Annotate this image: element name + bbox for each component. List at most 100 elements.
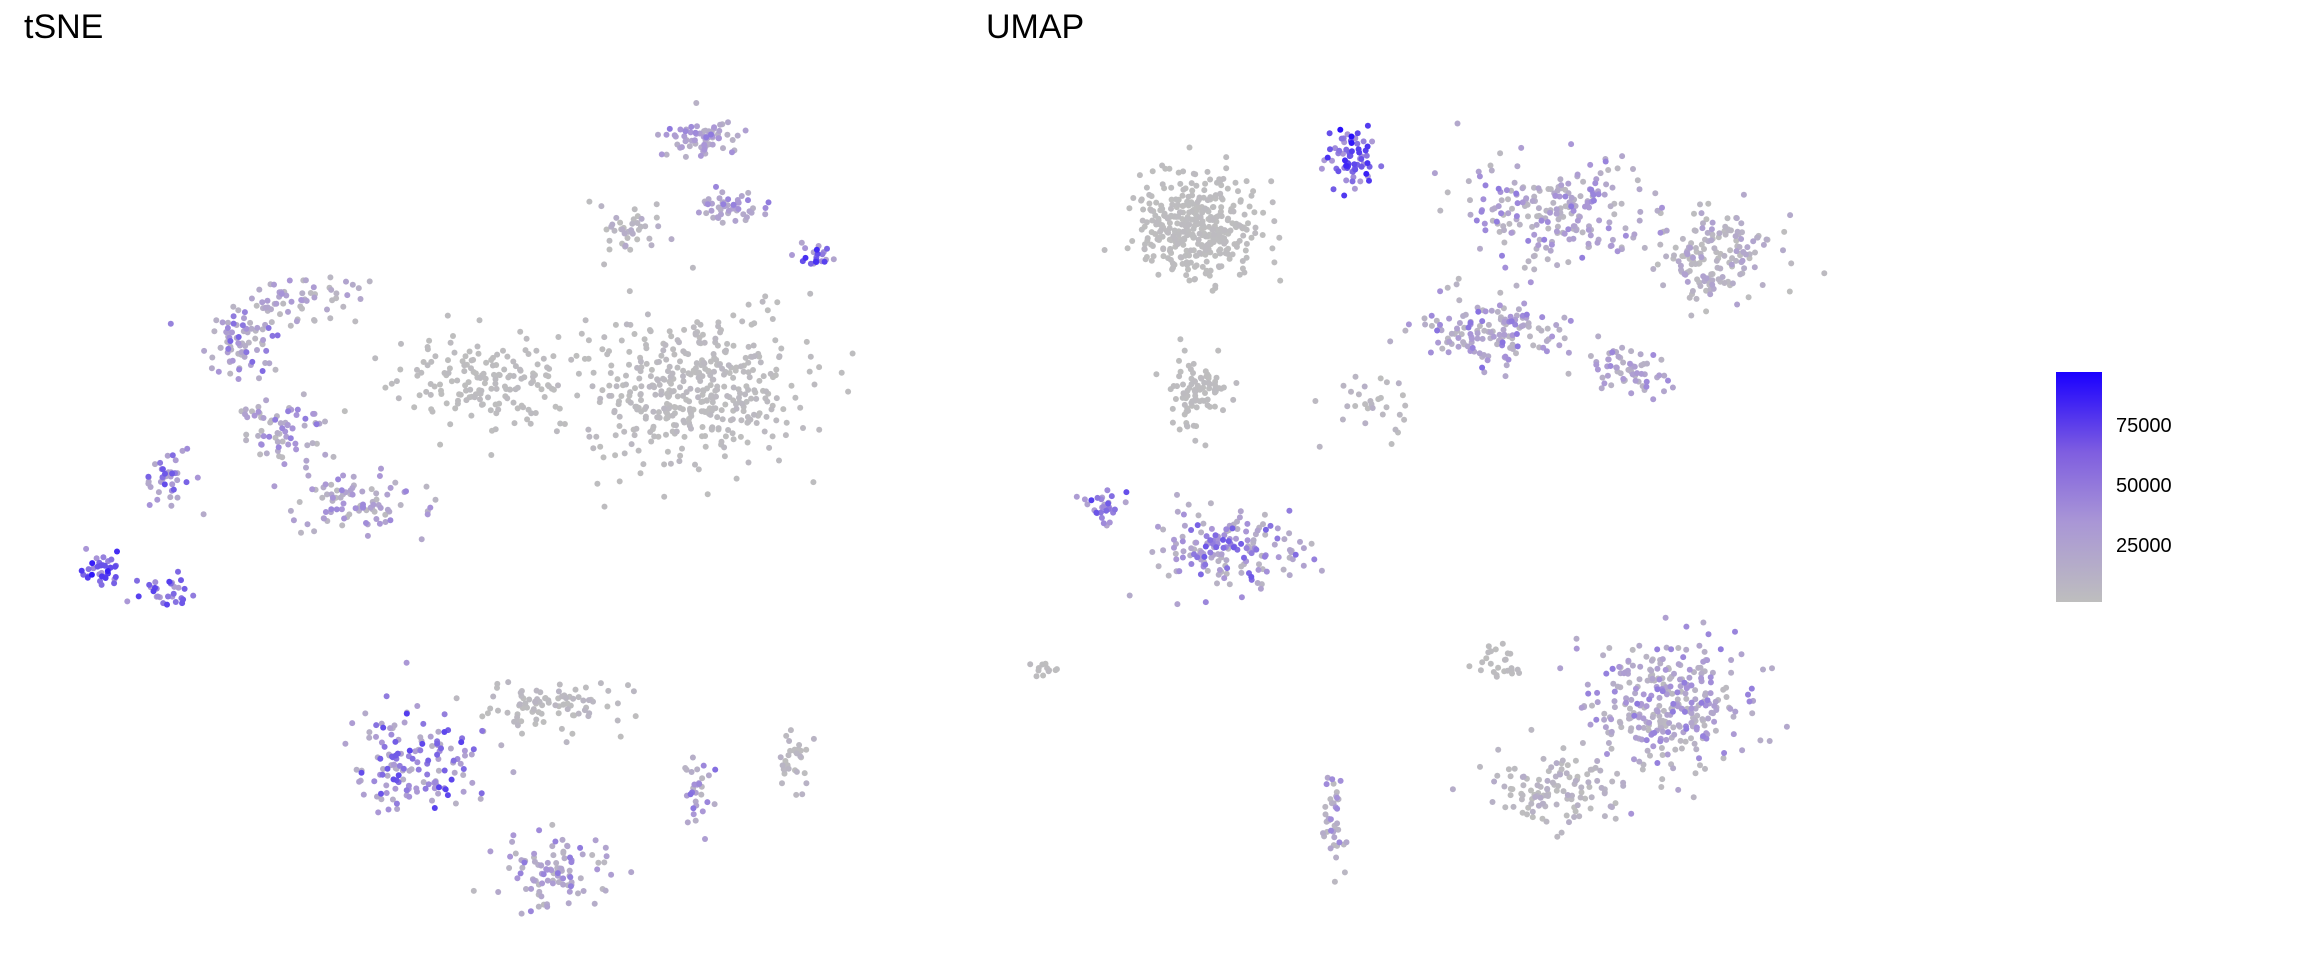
data-point bbox=[1248, 573, 1255, 580]
data-point bbox=[642, 415, 649, 422]
data-point bbox=[1211, 381, 1218, 388]
data-point bbox=[1402, 327, 1409, 334]
data-point bbox=[1721, 750, 1728, 756]
data-point bbox=[355, 285, 362, 292]
data-point bbox=[311, 317, 318, 324]
data-point bbox=[258, 427, 265, 434]
data-point bbox=[742, 127, 749, 134]
data-point bbox=[566, 888, 573, 895]
data-point bbox=[1516, 221, 1523, 228]
data-point bbox=[426, 337, 433, 344]
data-point bbox=[1218, 204, 1225, 211]
data-point bbox=[704, 799, 711, 806]
data-point bbox=[271, 483, 278, 490]
data-point bbox=[1224, 185, 1231, 192]
data-point bbox=[803, 746, 810, 753]
data-point bbox=[112, 574, 119, 580]
data-point bbox=[1649, 675, 1656, 682]
data-point bbox=[1620, 779, 1627, 786]
data-point bbox=[772, 337, 779, 344]
data-point bbox=[157, 459, 164, 466]
data-point bbox=[680, 378, 687, 385]
data-point bbox=[677, 126, 684, 133]
data-point bbox=[366, 278, 373, 285]
data-point bbox=[577, 875, 584, 882]
data-point bbox=[1126, 592, 1133, 599]
data-point bbox=[550, 852, 557, 859]
data-point bbox=[1721, 280, 1728, 286]
data-point bbox=[1601, 710, 1608, 717]
data-point bbox=[1733, 248, 1740, 255]
data-point bbox=[655, 223, 662, 230]
data-point bbox=[764, 307, 771, 314]
data-point bbox=[792, 394, 799, 401]
data-point bbox=[1187, 366, 1194, 373]
data-point bbox=[1212, 252, 1219, 259]
data-point bbox=[1274, 525, 1281, 532]
data-point bbox=[417, 747, 424, 754]
data-point bbox=[1582, 795, 1589, 802]
data-point bbox=[560, 848, 567, 855]
data-point bbox=[631, 432, 638, 439]
data-point bbox=[830, 256, 837, 263]
data-point bbox=[1198, 375, 1205, 382]
data-point bbox=[146, 581, 153, 588]
data-point bbox=[1497, 150, 1504, 157]
data-point bbox=[549, 821, 556, 828]
data-point bbox=[1544, 219, 1551, 225]
data-point bbox=[1341, 869, 1348, 876]
data-point bbox=[1529, 808, 1536, 815]
data-point bbox=[663, 151, 670, 158]
data-point bbox=[1439, 345, 1446, 352]
data-point bbox=[718, 211, 724, 218]
data-point bbox=[538, 893, 545, 900]
data-point bbox=[1204, 168, 1211, 175]
data-point bbox=[1465, 324, 1472, 331]
data-point bbox=[764, 398, 771, 405]
data-point bbox=[806, 368, 813, 375]
data-point bbox=[435, 790, 442, 797]
data-point bbox=[1479, 659, 1486, 666]
data-point bbox=[1217, 190, 1224, 197]
data-point bbox=[1683, 685, 1690, 692]
data-point bbox=[1650, 396, 1657, 403]
data-point bbox=[1601, 380, 1608, 387]
data-point bbox=[1181, 522, 1188, 529]
data-point bbox=[310, 410, 317, 417]
data-point bbox=[475, 350, 482, 357]
data-point bbox=[666, 405, 672, 412]
data-point bbox=[1223, 154, 1230, 161]
data-point bbox=[734, 132, 741, 139]
data-point bbox=[1172, 550, 1179, 557]
data-point bbox=[613, 214, 620, 221]
data-point bbox=[281, 461, 288, 468]
data-point bbox=[1688, 699, 1695, 706]
data-point bbox=[1337, 126, 1344, 133]
data-point bbox=[349, 491, 356, 498]
data-point bbox=[1574, 171, 1581, 178]
data-point bbox=[1668, 646, 1675, 653]
data-point bbox=[477, 375, 484, 381]
data-point bbox=[1383, 379, 1390, 386]
data-point bbox=[1640, 761, 1647, 768]
data-point bbox=[556, 405, 563, 412]
data-point bbox=[1329, 157, 1335, 164]
data-point bbox=[532, 410, 539, 416]
data-point bbox=[247, 319, 254, 326]
data-point bbox=[1197, 214, 1204, 221]
data-point bbox=[1600, 652, 1607, 659]
data-point bbox=[1499, 640, 1506, 647]
data-point bbox=[1744, 244, 1751, 251]
data-point bbox=[181, 585, 188, 592]
data-point bbox=[478, 790, 485, 797]
data-point bbox=[254, 347, 260, 353]
data-point bbox=[479, 713, 486, 720]
data-point bbox=[552, 702, 559, 709]
data-point bbox=[763, 388, 770, 395]
data-point bbox=[1679, 235, 1686, 242]
data-point bbox=[1709, 281, 1716, 288]
data-point bbox=[1619, 344, 1626, 351]
data-point bbox=[690, 324, 697, 331]
data-point bbox=[1243, 528, 1250, 535]
data-point bbox=[1343, 162, 1350, 169]
